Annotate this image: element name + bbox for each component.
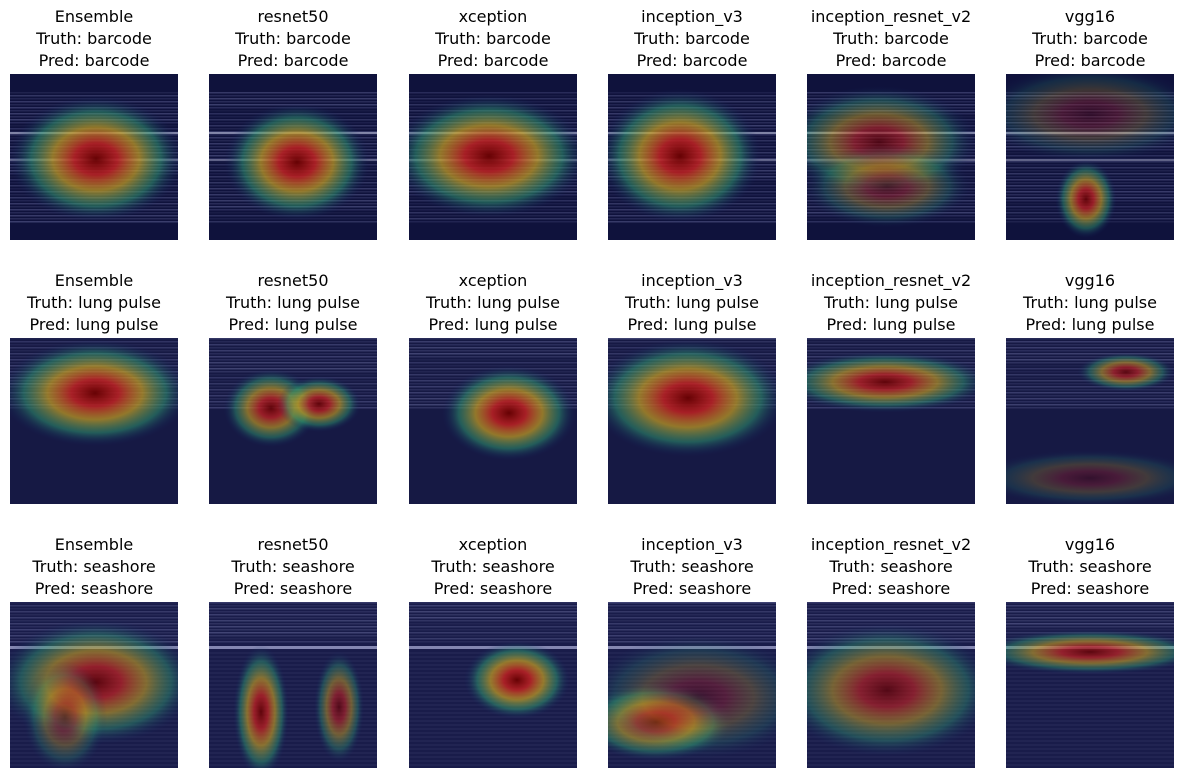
- truth-label: Truth: lung pulse: [824, 293, 958, 312]
- panel-title: xception Truth: lung pulse Pred: lung puls…: [379, 270, 607, 336]
- gradcam-heatmap-image: [608, 602, 776, 768]
- gradcam-heatmap-image: [1006, 602, 1174, 768]
- gradcam-heatmap-image: [807, 74, 975, 240]
- pred-label: Pred: barcode: [437, 51, 549, 70]
- panel-title: inception_resnet_v2 Truth: seashore Pred: …: [777, 534, 1005, 600]
- truth-label: Truth: barcode: [36, 29, 152, 48]
- panel-title: Ensemble Truth: barcode Pred: barcode: [0, 6, 208, 72]
- gradcam-heatmap-image: [10, 74, 178, 240]
- gradcam-heatmap-image: [1006, 74, 1174, 240]
- pred-label: Pred: barcode: [38, 51, 150, 70]
- pred-label: Pred: barcode: [636, 51, 748, 70]
- gradcam-heatmap-image: [409, 338, 577, 504]
- model-name: inception_resnet_v2: [810, 271, 972, 290]
- panel-title: inception_v3 Truth: seashore Pred: seashor…: [578, 534, 806, 600]
- gradcam-heatmap-image: [608, 74, 776, 240]
- gradcam-heatmap-image: [209, 338, 377, 504]
- truth-label: Truth: lung pulse: [625, 293, 759, 312]
- panel-title: vgg16 Truth: lung pulse Pred: lung pulse: [976, 270, 1182, 336]
- gradcam-heatmap-image: [409, 74, 577, 240]
- model-name: vgg16: [1064, 7, 1116, 26]
- truth-label: Truth: barcode: [235, 29, 351, 48]
- panel-title: resnet50 Truth: barcode Pred: barcode: [179, 6, 407, 72]
- pred-label: Pred: barcode: [1034, 51, 1146, 70]
- panel-title: xception Truth: barcode Pred: barcode: [379, 6, 607, 72]
- truth-label: Truth: barcode: [1032, 29, 1148, 48]
- truth-label: Truth: seashore: [431, 557, 555, 576]
- gradcam-heatmap-image: [1006, 338, 1174, 504]
- panel-title: vgg16 Truth: barcode Pred: barcode: [976, 6, 1182, 72]
- pred-label: Pred: lung pulse: [1025, 315, 1155, 334]
- truth-label: Truth: barcode: [833, 29, 949, 48]
- model-name: inception_resnet_v2: [810, 535, 972, 554]
- truth-label: Truth: seashore: [32, 557, 156, 576]
- pred-label: Pred: barcode: [835, 51, 947, 70]
- pred-label: Pred: lung pulse: [428, 315, 558, 334]
- gradcam-heatmap-image: [807, 338, 975, 504]
- model-name: resnet50: [257, 271, 329, 290]
- truth-label: Truth: barcode: [634, 29, 750, 48]
- model-name: resnet50: [257, 535, 329, 554]
- pred-label: Pred: lung pulse: [228, 315, 358, 334]
- pred-label: Pred: seashore: [1030, 579, 1150, 598]
- panel-title: Ensemble Truth: seashore Pred: seashore: [0, 534, 208, 600]
- pred-label: Pred: seashore: [632, 579, 752, 598]
- panel-title: inception_v3 Truth: lung pulse Pred: lung …: [578, 270, 806, 336]
- panel-title: resnet50 Truth: seashore Pred: seashore: [179, 534, 407, 600]
- panel-title: Ensemble Truth: lung pulse Pred: lung puls…: [0, 270, 208, 336]
- truth-label: Truth: seashore: [630, 557, 754, 576]
- model-name: inception_v3: [641, 271, 743, 290]
- pred-label: Pred: seashore: [233, 579, 353, 598]
- panel-title: inception_resnet_v2 Truth: barcode Pred: b…: [777, 6, 1005, 72]
- gradcam-heatmap-image: [608, 338, 776, 504]
- model-name: vgg16: [1064, 271, 1116, 290]
- panel-title: inception_v3 Truth: barcode Pred: barcode: [578, 6, 806, 72]
- truth-label: Truth: lung pulse: [226, 293, 360, 312]
- truth-label: Truth: lung pulse: [27, 293, 161, 312]
- pred-label: Pred: lung pulse: [826, 315, 956, 334]
- truth-label: Truth: seashore: [1028, 557, 1152, 576]
- model-name: xception: [458, 535, 528, 554]
- panel-title: resnet50 Truth: lung pulse Pred: lung puls…: [179, 270, 407, 336]
- truth-label: Truth: lung pulse: [1023, 293, 1157, 312]
- gradcam-heatmap-image: [10, 338, 178, 504]
- panel-title: vgg16 Truth: seashore Pred: seashore: [976, 534, 1182, 600]
- truth-label: Truth: seashore: [829, 557, 953, 576]
- model-name: inception_v3: [641, 535, 743, 554]
- pred-label: Pred: seashore: [831, 579, 951, 598]
- truth-label: Truth: seashore: [231, 557, 355, 576]
- model-name: Ensemble: [54, 271, 134, 290]
- truth-label: Truth: lung pulse: [426, 293, 560, 312]
- pred-label: Pred: lung pulse: [627, 315, 757, 334]
- pred-label: Pred: seashore: [433, 579, 553, 598]
- gradcam-heatmap-image: [209, 74, 377, 240]
- panel-title: inception_resnet_v2 Truth: lung pulse Pred…: [777, 270, 1005, 336]
- model-name: Ensemble: [54, 535, 134, 554]
- model-name: xception: [458, 7, 528, 26]
- model-name: Ensemble: [54, 7, 134, 26]
- pred-label: Pred: lung pulse: [29, 315, 159, 334]
- model-name: xception: [458, 271, 528, 290]
- gradcam-heatmap-image: [209, 602, 377, 768]
- gradcam-heatmap-image: [10, 602, 178, 768]
- pred-label: Pred: barcode: [237, 51, 349, 70]
- gradcam-heatmap-image: [409, 602, 577, 768]
- model-name: resnet50: [257, 7, 329, 26]
- truth-label: Truth: barcode: [435, 29, 551, 48]
- gradcam-heatmap-image: [807, 602, 975, 768]
- model-name: inception_resnet_v2: [810, 7, 972, 26]
- panel-title: xception Truth: seashore Pred: seashore: [379, 534, 607, 600]
- model-name: inception_v3: [641, 7, 743, 26]
- pred-label: Pred: seashore: [34, 579, 154, 598]
- model-name: vgg16: [1064, 535, 1116, 554]
